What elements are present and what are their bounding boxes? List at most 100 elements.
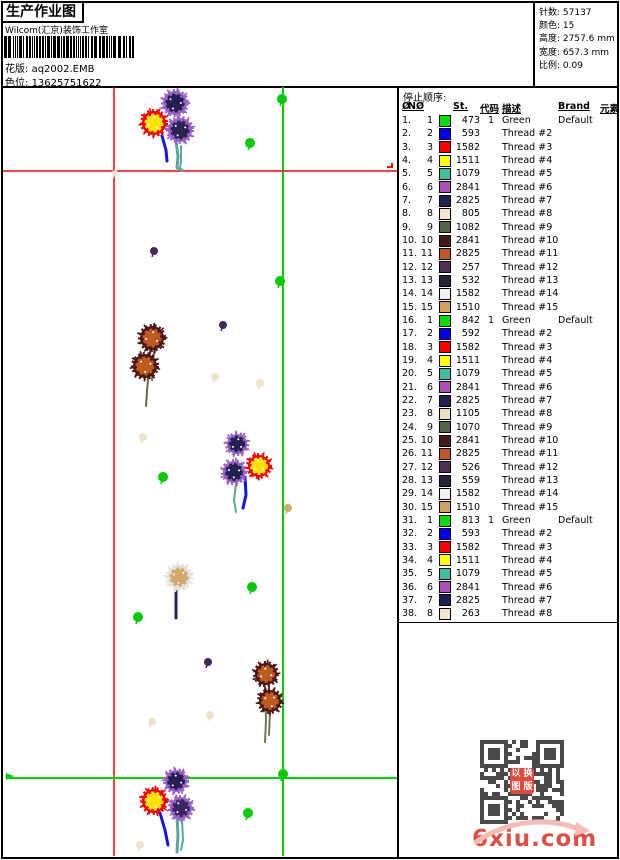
design-stats-box: 针数: 57137 颜色: 15 高度: 2757.6 mm 宽度: 657.3 mm…: [533, 3, 617, 87]
color-swatch: [439, 154, 451, 167]
stop-number: 16.: [402, 315, 418, 327]
fringe-spike: [154, 785, 157, 792]
needle-number: 6: [426, 381, 433, 393]
qr-module: [516, 804, 520, 808]
qr-module: [544, 752, 548, 756]
qr-module: [480, 812, 484, 816]
qr-module: [488, 808, 492, 812]
qr-module: [508, 816, 512, 820]
color-swatch: [439, 354, 451, 367]
qr-module: [480, 792, 484, 796]
fringe-spike: [146, 809, 151, 816]
needle-number: 9: [426, 221, 433, 233]
needle-number: 2: [426, 128, 433, 140]
qr-module: [560, 800, 564, 804]
qr-module: [536, 780, 540, 784]
red-guide-end-marker: [391, 163, 393, 168]
needle-number: 7: [426, 395, 433, 407]
stop-number: 28.: [402, 475, 418, 487]
thread-description: Thread #9: [502, 421, 553, 433]
panel-divider: [397, 86, 399, 857]
thread-description: Thread #13: [502, 475, 559, 487]
stop-number: 30.: [402, 501, 418, 513]
needle-number: 4: [426, 554, 433, 566]
flower-speckle: [273, 696, 276, 699]
qr-module: [488, 796, 492, 800]
qr-module: [548, 768, 552, 772]
stat-label: 高度:: [539, 34, 563, 45]
qr-module: [508, 808, 512, 812]
needle-number: 3: [426, 541, 433, 553]
qr-module: [536, 748, 540, 752]
table-row: 15. 15 1510 Thread #15: [398, 301, 619, 314]
pompom-flower: [244, 452, 274, 481]
fringe-spike: [148, 107, 152, 114]
qr-module: [532, 780, 536, 784]
qr-module: [536, 804, 540, 808]
qr-module: [532, 816, 536, 820]
needle-number: 13: [420, 475, 433, 487]
fringe-spike: [267, 682, 271, 689]
table-row: 12. 12 257 Thread #12: [398, 261, 619, 274]
thread-description: Thread #6: [502, 581, 553, 593]
fringe-spike: [240, 476, 246, 482]
qr-module: [516, 760, 520, 764]
flower-layer: [225, 463, 243, 481]
thread-description: Thread #12: [502, 261, 559, 273]
pompom-flower: [251, 659, 281, 689]
flower-speckle: [156, 340, 159, 343]
fringe-spike: [182, 108, 188, 114]
barcode-bar: [82, 36, 84, 58]
stop-sequence-title: 停止顺序:: [403, 93, 447, 104]
qr-module: [488, 820, 492, 824]
table-row: 10. 10 2841 Thread #10: [398, 234, 619, 247]
stop-number: 9.: [402, 221, 412, 233]
pompom-flower: [138, 107, 170, 139]
thread-description: Thread #15: [502, 501, 559, 513]
flower-speckle: [232, 476, 235, 479]
qr-module: [504, 808, 508, 812]
green-guide-start-marker: [6, 773, 14, 780]
table-row: 17. 2 592 Thread #2: [398, 327, 619, 340]
design-dot-tail: [245, 816, 248, 821]
qr-module: [552, 756, 556, 760]
barcode-bar: [26, 36, 28, 58]
flower-speckle: [238, 469, 241, 472]
qr-module: [500, 772, 504, 776]
flower-layer: [250, 457, 268, 475]
design-dot-tail: [137, 847, 140, 852]
table-row: 14. 14 1582 Thread #14: [398, 287, 619, 300]
qr-stamp-char: 图: [511, 782, 521, 792]
qr-module: [488, 756, 492, 760]
color-swatch: [439, 381, 451, 394]
color-swatch: [439, 207, 451, 220]
thread-description: Green: [502, 315, 531, 327]
qr-module: [528, 756, 532, 760]
header-divider: [1, 86, 619, 88]
flower-speckle: [256, 459, 259, 462]
stitch-count: 2841: [455, 181, 480, 193]
color-swatch: [439, 501, 451, 514]
fringe-spike: [176, 561, 179, 568]
qr-module: [544, 776, 548, 780]
thread-description: Thread #6: [502, 381, 553, 393]
fringe-spike: [168, 118, 174, 124]
qr-module: [560, 744, 564, 748]
stop-number: 15.: [402, 301, 418, 313]
table-row: 7. 7 2825 Thread #7: [398, 194, 619, 207]
qr-module: [496, 756, 500, 760]
stitch-count: 2825: [455, 195, 480, 207]
swoosh-icon: [473, 819, 590, 845]
thread-description: Thread #14: [502, 488, 559, 500]
fringe-spike: [180, 768, 185, 774]
thread-description: Thread #15: [502, 301, 559, 313]
stat-row: 比例: 0.09: [539, 60, 617, 73]
table-row: 21. 6 2841 Thread #6: [398, 381, 619, 394]
design-dot-tail: [135, 620, 138, 625]
thread-description: Thread #5: [502, 168, 553, 180]
qr-module: [524, 792, 528, 796]
barcode-bar: [70, 36, 72, 58]
flower-speckle: [262, 468, 265, 471]
qr-module: [500, 820, 504, 824]
design-dot: [275, 276, 285, 286]
